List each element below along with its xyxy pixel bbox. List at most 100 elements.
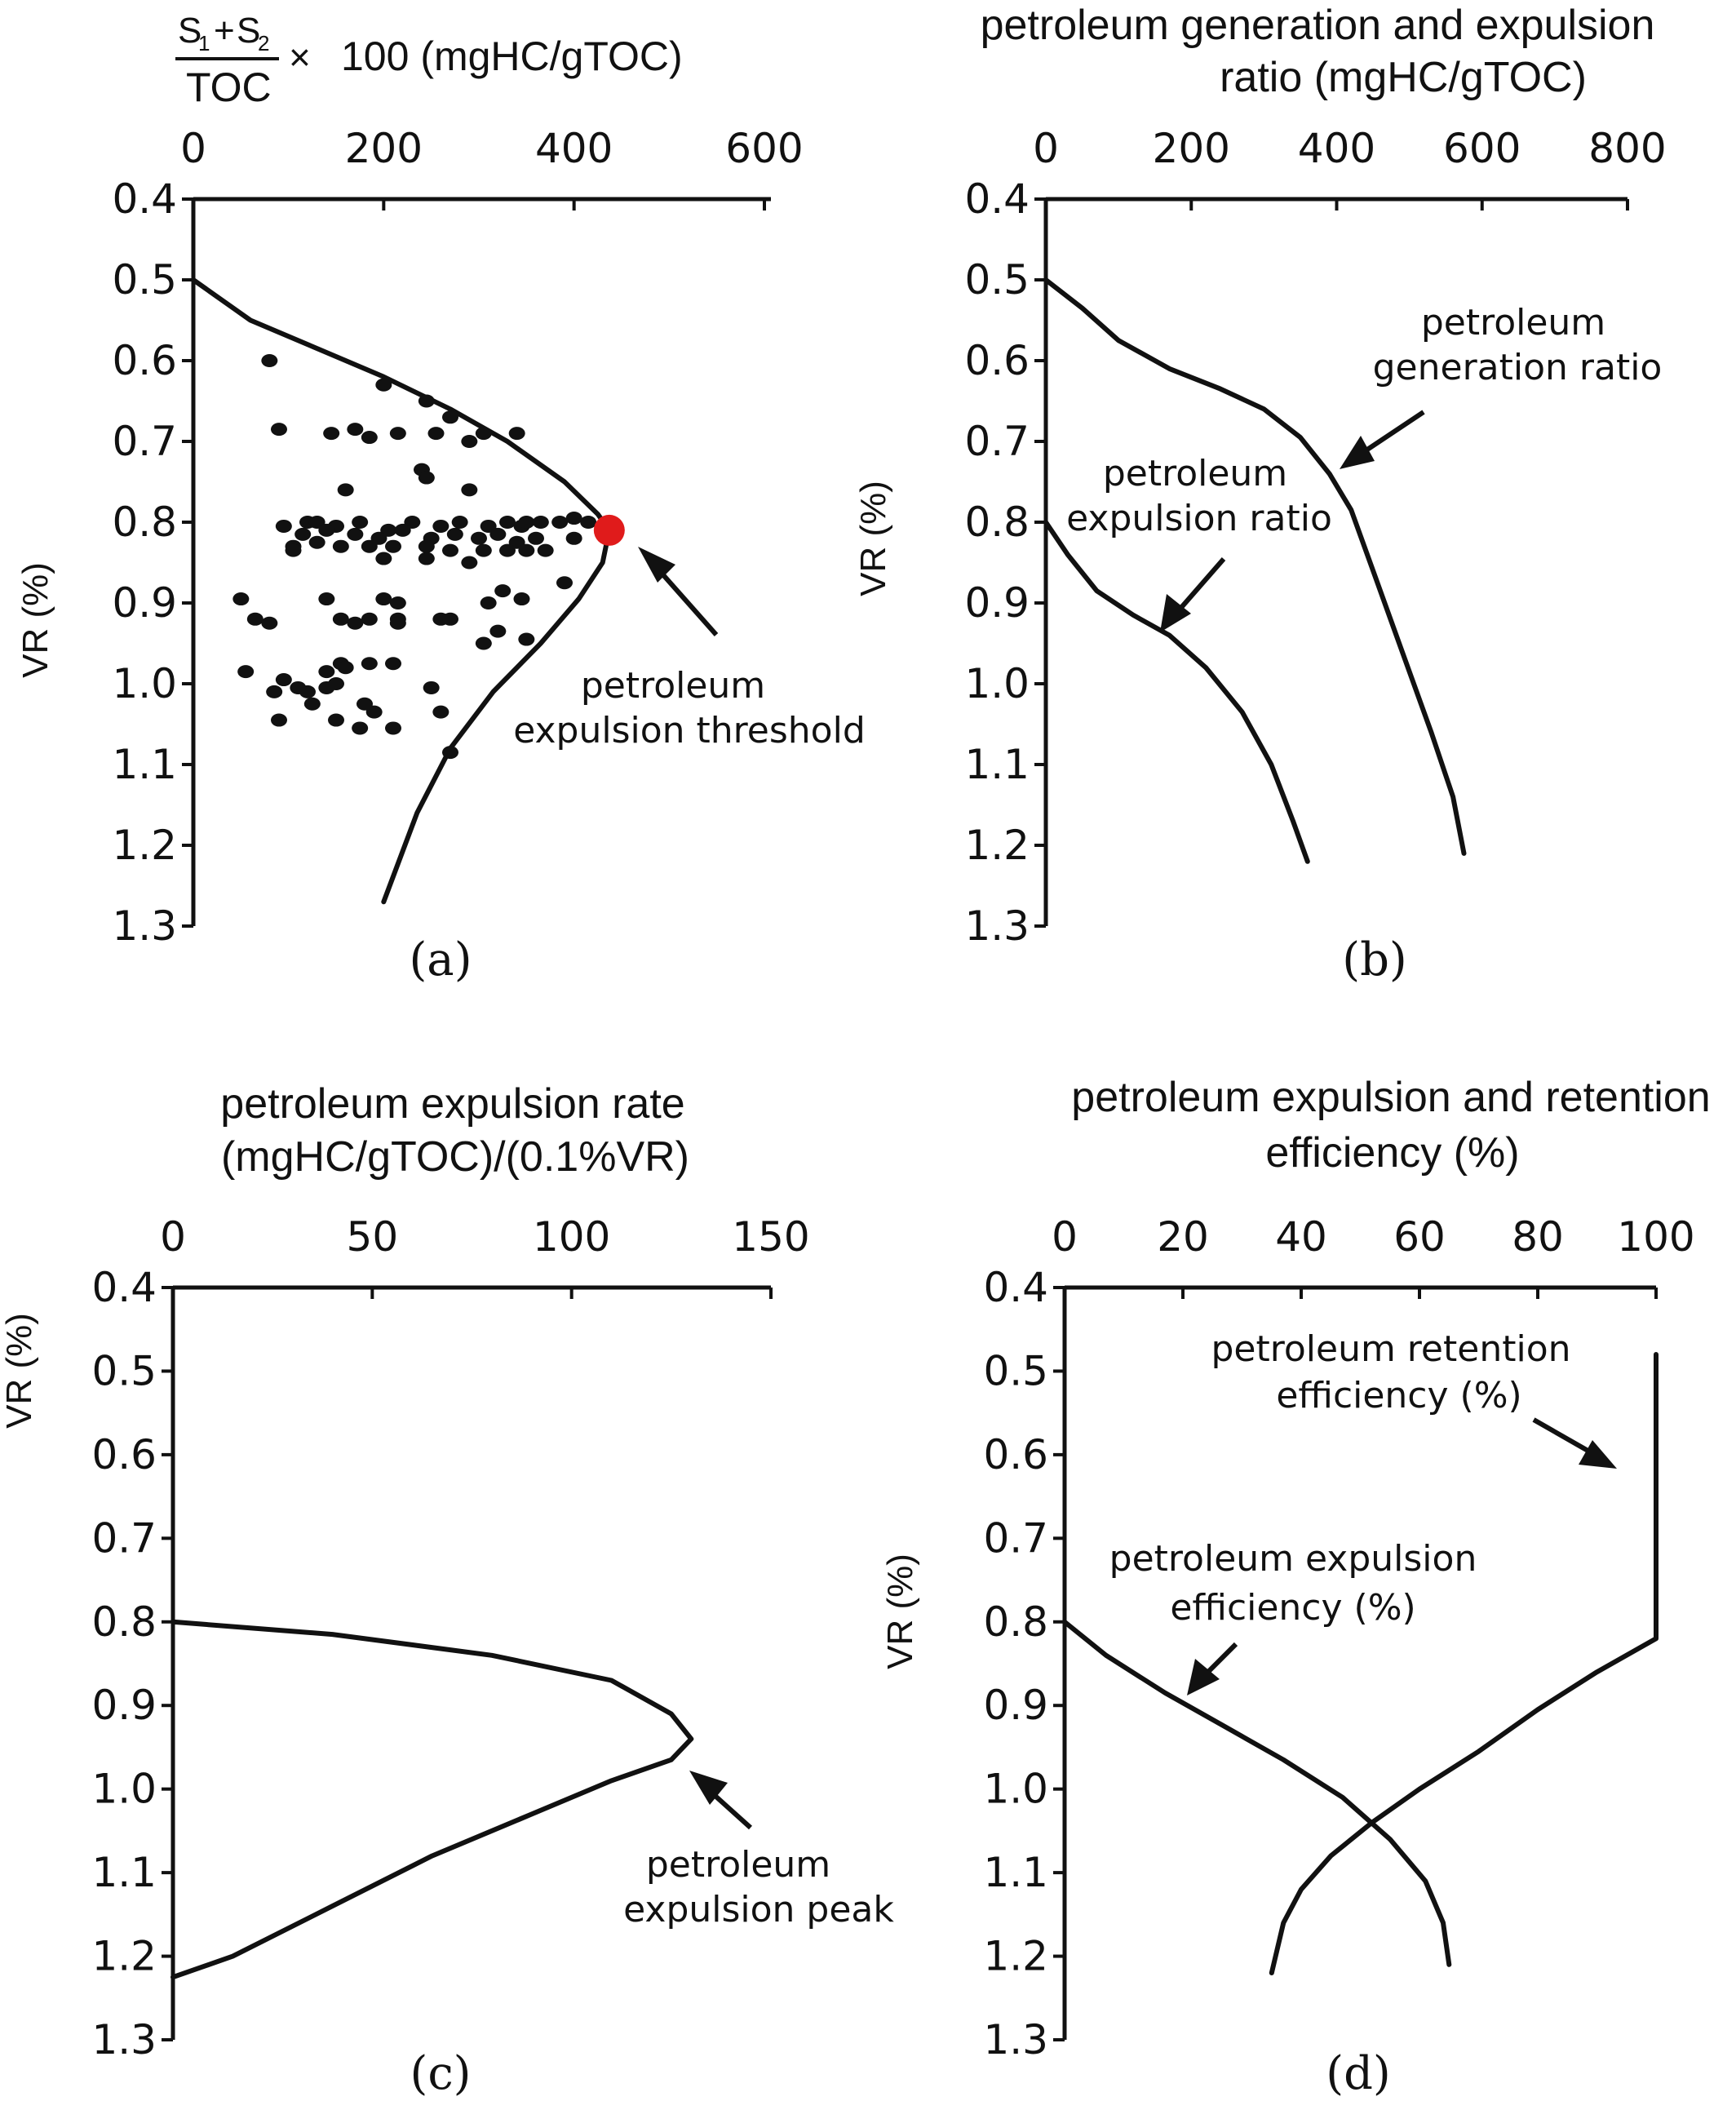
panel-d-y-tick-label: 1.3 [983, 2016, 1048, 2063]
panel-a-data-point [442, 746, 458, 760]
panel-d-y-tick-label: 0.8 [983, 1598, 1048, 1646]
panel-a-data-point [375, 592, 392, 606]
panel-a-data-point [361, 612, 378, 626]
panel-a-data-point [389, 427, 406, 441]
panel-a-data-point [418, 539, 435, 553]
panel-a-data-point [442, 543, 458, 557]
panel-a-y-tick-label: 0.5 [112, 256, 177, 304]
panel-d-x-tick-label: 60 [1393, 1213, 1446, 1261]
panel-a-data-point [385, 721, 401, 735]
panel-a-data-point [352, 721, 369, 735]
panel-a-data-point [475, 427, 492, 441]
panel-c-y-tick-label: 1.3 [91, 2016, 157, 2063]
panel-a-data-point [442, 612, 458, 626]
panel-b-annotation-generation-2: generation ratio [1373, 347, 1663, 388]
panel-a-data-point [375, 552, 392, 565]
panel-c-y-tick-label: 0.9 [91, 1682, 157, 1729]
panel-a-y-tick-label: 1.0 [112, 660, 177, 707]
panel-b-y-tick-label: 0.6 [964, 337, 1030, 384]
panel-b-title-line-2: ratio (mgHC/gTOC) [1220, 54, 1587, 101]
panel-d-y-tick-label: 1.0 [983, 1766, 1048, 1813]
panel-a-data-point [446, 527, 463, 541]
panel-c-y-tick-label: 1.2 [91, 1933, 157, 1980]
panel-a-data-point [471, 531, 487, 545]
panel-a-data-point [565, 512, 582, 525]
panel-a-data-point [475, 543, 492, 557]
panel-a-data-point [332, 612, 349, 626]
panel-b-ylabel: VR (%) [853, 481, 893, 596]
panel-a-data-point [303, 697, 321, 711]
panel-d-annotation-retention-2: efficiency (%) [1276, 1375, 1521, 1416]
panel-d-x-tick-label: 80 [1512, 1213, 1564, 1261]
panel-b-generation-ratio-curve [1043, 277, 1467, 856]
panel-d-y-tick-label: 1.2 [983, 1933, 1048, 1980]
panel-d-title-line-2: efficiency (%) [1265, 1129, 1519, 1177]
panel-a-data-point [508, 427, 525, 441]
panel-c-y-tick-label: 0.8 [91, 1598, 157, 1646]
panel-a-label: (a) [409, 933, 472, 986]
panel-a-x-tick-label: 0 [180, 125, 206, 172]
panel-a-data-point [375, 378, 392, 392]
panel-a-data-point [337, 661, 354, 675]
formula-times: × [289, 36, 311, 78]
panel-b-y-tick-label: 1.3 [964, 902, 1030, 950]
panel-a-data-point [418, 552, 435, 565]
panel-d-y-tick-label: 0.7 [983, 1514, 1048, 1562]
panel-a-data-point [332, 539, 349, 553]
panel-a-data-point [275, 519, 292, 533]
panel-a-data-point [246, 612, 264, 626]
panel-a-threshold-arrowhead [638, 547, 675, 583]
panel-a-data-point [328, 713, 344, 727]
panel-a-data-point [352, 516, 369, 529]
panel-a-data-point [432, 519, 450, 533]
panel-a-x-tick-label: 400 [535, 125, 613, 172]
panel-a-data-point [294, 527, 312, 541]
panel-a-x-tick-label: 200 [345, 125, 423, 172]
panel-a-data-point [337, 483, 354, 497]
panel-a-data-point [389, 596, 406, 609]
formula-toc: TOC [186, 64, 272, 110]
panel-b-annotation-expulsion-1: petroleum [1103, 453, 1287, 494]
panel-a-data-point [461, 435, 478, 448]
panel-d-retention-efficiency-curve [1269, 1352, 1658, 1975]
panel-a-data-point [461, 556, 478, 570]
panel-b-label: (b) [1342, 933, 1407, 986]
panel-c-peak-arrow-line [707, 1789, 753, 1830]
panel-a-data-point [261, 354, 278, 367]
panel-a-data-point [556, 576, 573, 590]
panel-d-x-tick-label: 100 [1617, 1213, 1694, 1261]
panel-a-ylabel: VR (%) [16, 562, 55, 678]
panel-a-envelope-curve [191, 277, 612, 905]
panel-d-y-tick-label: 0.4 [983, 1264, 1048, 1311]
panel-a-data-point [580, 516, 597, 529]
panel-a-title-formula: S 1 + S 2 TOC × 100 (mgHC/gTOC) [175, 11, 683, 110]
panel-c-y-tick-label: 1.1 [91, 1849, 157, 1896]
panel-a-y-tick-label: 0.9 [112, 579, 177, 627]
panel-a-data-point [361, 431, 378, 445]
panel-d-x-tick-label: 0 [1052, 1213, 1078, 1261]
panel-b-y-tick-label: 0.4 [964, 175, 1030, 223]
panel-c-annotation-1: petroleum [646, 1844, 830, 1886]
formula-rest: 100 (mgHC/gTOC) [341, 33, 683, 79]
panel-a-data-point [565, 531, 582, 545]
formula-plus: + [214, 11, 235, 51]
panel-b-x-tick-label: 400 [1298, 125, 1375, 172]
panel-a-data-point [499, 516, 516, 529]
panel-b-y-tick-label: 1.2 [964, 822, 1030, 869]
panel-c-title-line-2: (mgHC/gTOC)/(0.1%VR) [221, 1133, 689, 1181]
panel-a-data-point [275, 673, 292, 687]
panel-c-title-line-1: petroleum expulsion rate [220, 1080, 684, 1128]
panel-d-y-tick-label: 0.6 [983, 1431, 1048, 1478]
panel-c-x-tick-label: 50 [347, 1213, 399, 1261]
panel-a-annotation-2: expulsion threshold [513, 710, 866, 751]
panel-a-data-point [518, 543, 535, 557]
panel-d-annotation-retention-1: petroleum retention [1211, 1328, 1570, 1370]
panel-a-data-point [427, 427, 445, 441]
panel-c-y-tick-label: 0.4 [91, 1264, 157, 1311]
panel-c-y-tick-label: 0.6 [91, 1431, 157, 1478]
panel-a-data-point [418, 471, 435, 485]
panel-c-y-tick-label: 0.5 [91, 1347, 157, 1394]
panel-d-title-line-1: petroleum expulsion and retention [1071, 1074, 1710, 1121]
panel-d-y-tick-label: 1.1 [983, 1849, 1048, 1896]
panel-c-ylabel: VR (%) [0, 1313, 39, 1429]
